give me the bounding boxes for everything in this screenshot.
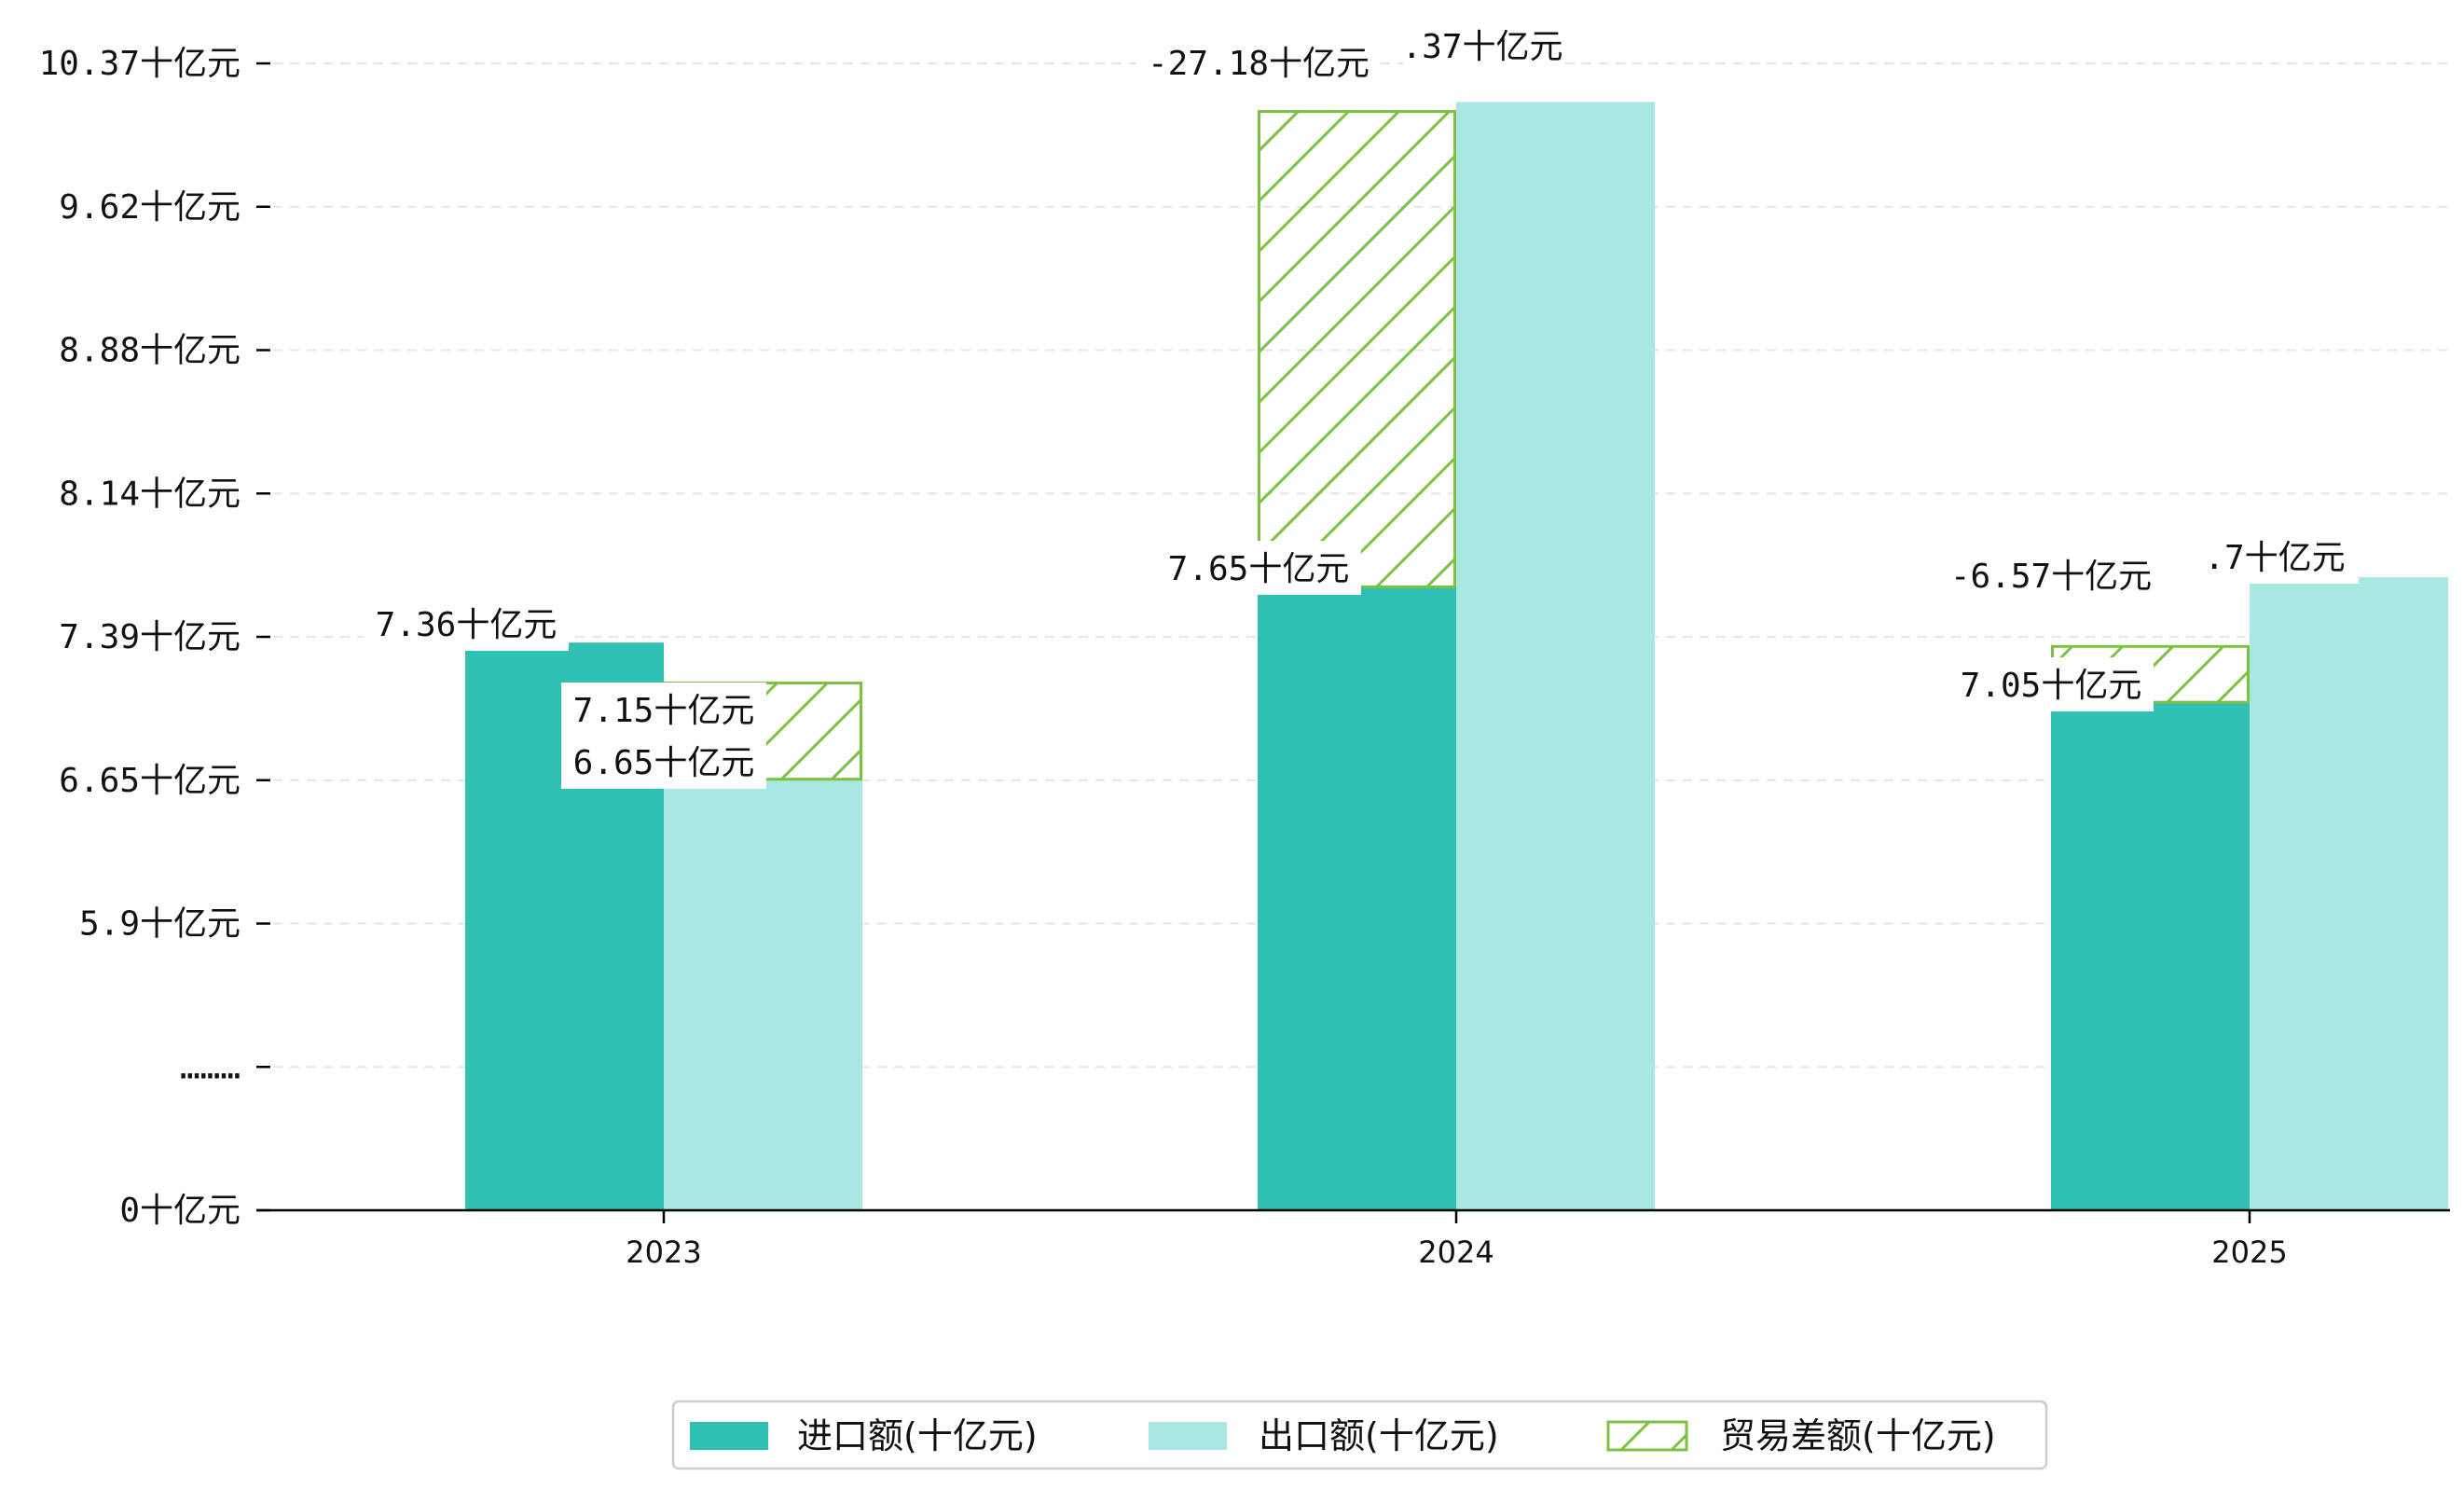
legend-label-balance: 贸易差额(十亿元) (1720, 1415, 1996, 1456)
y-tick-label: 8.88十亿元 (59, 332, 241, 370)
x-tick-label: 2023 (626, 1235, 701, 1270)
y-tick-label: 5.9十亿元 (79, 905, 241, 944)
label-export-2023-bg (561, 735, 766, 789)
x-tick-label: 2024 (1418, 1235, 1494, 1270)
label-import-2024-bg (1156, 541, 1361, 595)
label-export-2024-bg (1403, 19, 1562, 73)
label-balance-2024-bg (1136, 35, 1381, 90)
x-axis-ticks: 2023 2024 2025 (626, 1210, 2288, 1270)
label-balance-2023-bg (561, 683, 766, 737)
legend-swatch-balance (1606, 1420, 1688, 1452)
y-tick-label: 8.14十亿元 (59, 475, 241, 513)
bar-import-2024 (1258, 586, 1456, 1210)
label-import-2025-bg (1948, 657, 2154, 711)
bar-import-2025 (2051, 702, 2250, 1210)
legend-frame (671, 1400, 2048, 1470)
label-import-2023-bg (364, 597, 569, 651)
y-tick-label: 9.62十亿元 (59, 188, 241, 227)
y-tick-label: ……… (180, 1048, 241, 1086)
bars (465, 102, 2448, 1211)
bar-export-2024 (1456, 102, 1655, 1211)
label-balance-2025-bg (1934, 548, 2168, 602)
y-tick-label: 6.65十亿元 (59, 762, 241, 800)
bar-balance-2024 (1258, 110, 1456, 588)
bar-export-2025 (2250, 577, 2448, 1210)
legend-swatch-import (690, 1422, 768, 1450)
legend-swatch-export (1149, 1422, 1227, 1450)
label-export-2025: .7十亿元 (2204, 539, 2345, 577)
y-axis-ticks: 10.37十亿元 9.62十亿元 8.88十亿元 8.14十亿元 7.39十亿元 6.65… (39, 45, 270, 1230)
label-import-2024: 7.65十亿元 (1168, 550, 1350, 588)
legend-label-export: 出口额(十亿元) (1259, 1415, 1499, 1456)
label-balance-2023: 7.15十亿元 (573, 692, 755, 730)
label-balance-2024: -27.18十亿元 (1148, 45, 1370, 83)
label-export-2023: 6.65十亿元 (573, 744, 755, 782)
legend-label-import: 进口额(十亿元) (797, 1415, 1038, 1456)
label-balance-2025: -6.57十亿元 (1950, 558, 2152, 596)
bar-export-2023 (664, 779, 862, 1210)
y-tick-label: 10.37十亿元 (39, 45, 241, 83)
y-tick-label: 7.39十亿元 (59, 618, 241, 656)
label-export-2025-bg (2191, 530, 2359, 584)
label-import-2025: 7.05十亿元 (1961, 667, 2142, 705)
label-import-2023: 7.36十亿元 (376, 606, 557, 644)
x-tick-label: 2025 (2211, 1235, 2287, 1270)
y-tick-label: 0十亿元 (119, 1192, 241, 1230)
legend: 进口额(十亿元) 出口额(十亿元) 贸易差额(十亿元) (671, 1400, 2048, 1470)
label-export-2024: .37十亿元 (1401, 28, 1562, 66)
data-labels: 7.36十亿元 7.15十亿元 6.65十亿元 -27.18十亿元 .37十亿元 7.65… (364, 19, 2359, 789)
